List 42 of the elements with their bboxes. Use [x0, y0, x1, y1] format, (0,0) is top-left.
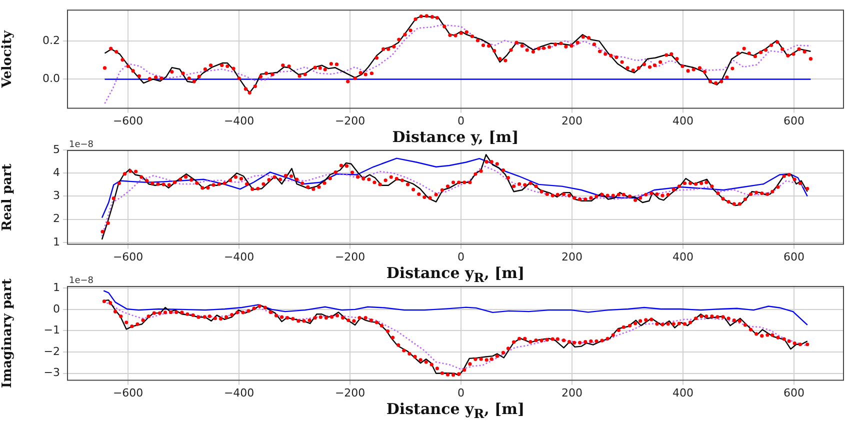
y-tick-label: 2: [53, 212, 60, 226]
x-tick-label: 0: [458, 250, 465, 264]
x-axis-title: Distance y$_{R}$, [m]: [386, 264, 525, 285]
y-tick-label: 3: [53, 189, 60, 202]
y-tick-label: 1: [53, 235, 60, 248]
x-tick-label: −600: [112, 114, 144, 128]
y-axis-title: Real part: [0, 164, 16, 232]
y-axis-title: Imaginary part: [0, 278, 16, 388]
y-tick-label: 1: [53, 280, 60, 294]
x-tick-label: 600: [784, 114, 805, 128]
x-tick-label: 600: [784, 386, 805, 400]
y-tick-label: 0.2: [42, 34, 60, 47]
text: 1e−8: [69, 140, 94, 150]
x-tick-label: 200: [562, 250, 583, 264]
x-tick-label: 0: [458, 386, 465, 400]
x-tick-label: −600: [112, 386, 144, 400]
x-tick-label: 400: [672, 386, 694, 400]
x-tick-label: 0: [458, 114, 465, 128]
x-tick-label: −200: [334, 114, 366, 128]
x-axis-title: Distance y, [m]: [392, 128, 519, 146]
y-tick-label: −3: [44, 366, 60, 380]
x-tick-label: −400: [224, 386, 254, 400]
y-tick-label: 0.0: [42, 72, 60, 86]
x-tick-label: −400: [224, 114, 254, 128]
y-tick-label: 0: [53, 302, 60, 316]
x-tick-label: 400: [672, 250, 694, 264]
y-tick-label: 4: [53, 166, 60, 179]
y-axis-title: Velocity: [0, 30, 16, 89]
y-tick-label: −2: [44, 344, 60, 358]
text: 1e−8: [69, 276, 94, 286]
x-tick-label: −400: [224, 250, 254, 264]
y-tick-label: 5: [53, 142, 60, 156]
x-tick-label: −600: [112, 250, 144, 264]
y-tick-label: −1: [44, 324, 60, 337]
x-tick-label: 200: [562, 386, 583, 400]
x-axis-title: Distance y$_{R}$, [m]: [386, 400, 525, 421]
x-tick-label: −200: [334, 250, 366, 264]
x-tick-label: 200: [562, 114, 583, 128]
x-tick-label: 600: [784, 250, 805, 264]
line-series: [104, 24, 812, 104]
x-tick-label: −200: [334, 386, 366, 400]
x-tick-label: 400: [672, 114, 694, 128]
